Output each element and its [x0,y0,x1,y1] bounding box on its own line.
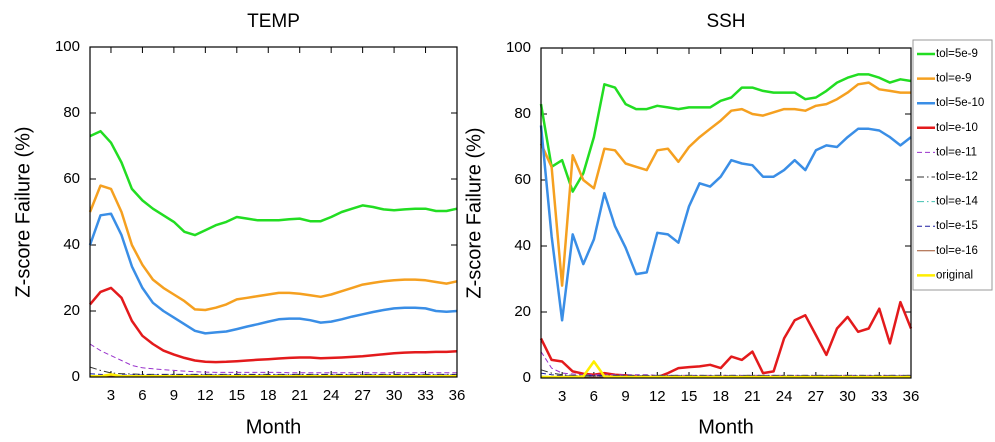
x-tick-label: 21 [291,387,308,404]
series-line [90,373,457,378]
x-tick-label: 27 [354,387,371,404]
x-tick-label: 9 [170,387,178,404]
y-axis-label: Z-score Failure (%) [463,127,485,298]
series-line [88,184,458,312]
x-tick-label: 18 [260,387,277,404]
series-line [89,129,458,237]
y-tick-label: 100 [506,39,531,56]
series-line [541,360,911,379]
y-tick-label: 80 [63,104,80,121]
series-line [89,343,457,374]
x-tick-label: 33 [871,388,888,405]
legend-label: tol=e-14 [936,196,978,208]
y-tick-label: 0 [72,368,80,385]
legend-label: tol=e-11 [936,146,977,158]
y-tick-label: 40 [63,236,80,253]
series-line [539,125,912,322]
y-tick-label: 80 [514,105,531,122]
chart-title: SSH [706,11,745,32]
x-tick-label: 33 [417,387,434,404]
legend-label: tol=e-9 [936,73,971,85]
x-tick-label: 15 [228,387,245,404]
x-tick-label: 24 [776,388,793,405]
x-tick-label: 6 [590,388,598,405]
series-line [89,366,457,375]
x-tick-label: 3 [558,388,566,405]
legend-label: tol=e-16 [936,245,978,257]
y-tick-label: 0 [523,369,531,386]
legend-label: original [936,269,973,281]
series-line [89,373,457,376]
x-tick-label: 30 [386,387,403,404]
x-tick-label: 18 [712,388,729,405]
x-tick-label: 15 [681,388,698,405]
x-tick-label: 12 [649,388,666,405]
y-tick-label: 40 [514,237,531,254]
x-tick-label: 30 [839,388,856,405]
plot-frame [540,47,912,379]
x-tick-label: 9 [621,388,629,405]
series-line [539,81,911,287]
y-tick-label: 60 [514,171,531,188]
x-tick-label: 21 [744,388,761,405]
legend-label: tol=5e-10 [936,97,984,109]
x-axis-label: Month [698,416,754,438]
legend-label: tol=e-10 [936,122,978,134]
legend-label: tol=e-12 [936,171,978,183]
series-line [540,372,911,377]
y-tick-label: 20 [514,303,531,320]
x-tick-label: 12 [197,387,214,404]
legend-box [912,39,993,291]
x-tick-label: 27 [808,388,825,405]
x-tick-label: 3 [107,387,115,404]
x-tick-label: 6 [138,387,146,404]
chart-title: TEMP [247,11,300,32]
legend-label: tol=5e-9 [936,48,978,60]
x-axis-label: Month [246,416,302,438]
x-tick-label: 24 [323,387,340,404]
y-tick-label: 20 [63,302,80,319]
series-line [89,286,458,364]
legend-label: tol=e-15 [936,220,978,232]
x-tick-label: 36 [903,388,920,405]
y-tick-label: 100 [55,38,80,55]
y-axis-label: Z-score Failure (%) [12,126,34,297]
plot-frame [89,46,458,378]
y-tick-label: 60 [63,170,80,187]
series-line [88,212,458,335]
x-tick-label: 36 [449,387,466,404]
series-line [539,73,912,193]
